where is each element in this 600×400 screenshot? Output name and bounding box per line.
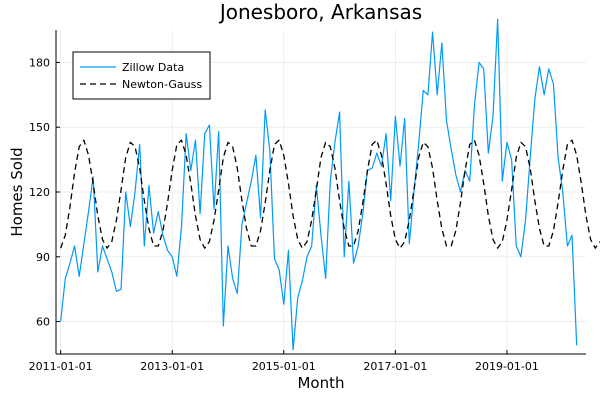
y-axis-label: Homes Sold (8, 147, 26, 236)
legend: Zillow Data Newton-Gauss (72, 51, 211, 100)
x-tick-label: 2015-01-01 (252, 360, 316, 373)
series-line-newton-gauss (60, 139, 600, 249)
x-tick-label: 2011-01-01 (29, 360, 93, 373)
y-tick-label: 150 (29, 121, 50, 134)
grid-layer (56, 30, 586, 354)
y-tick-label: 120 (29, 186, 50, 199)
y-tick-label: 90 (36, 251, 50, 264)
legend-label-newton-gauss: Newton-Gauss (122, 78, 202, 91)
ticks-layer: 2011-01-01 2013-01-01 2015-01-01 2017-01-01… (29, 56, 539, 373)
y-tick-label: 180 (29, 56, 50, 69)
series-line-zillow-data (60, 18, 578, 351)
x-axis-label: Month (297, 374, 344, 392)
x-tick-label: 2017-01-01 (363, 360, 427, 373)
x-tick-label: 2013-01-01 (140, 360, 204, 373)
y-tick-label: 60 (36, 316, 50, 329)
legend-label-zillow: Zillow Data (122, 61, 184, 74)
chart-title: Jonesboro, Arkansas (218, 0, 422, 24)
legend-box (72, 51, 211, 100)
x-tick-label: 2019-01-01 (475, 360, 539, 373)
series-layer (60, 18, 600, 351)
